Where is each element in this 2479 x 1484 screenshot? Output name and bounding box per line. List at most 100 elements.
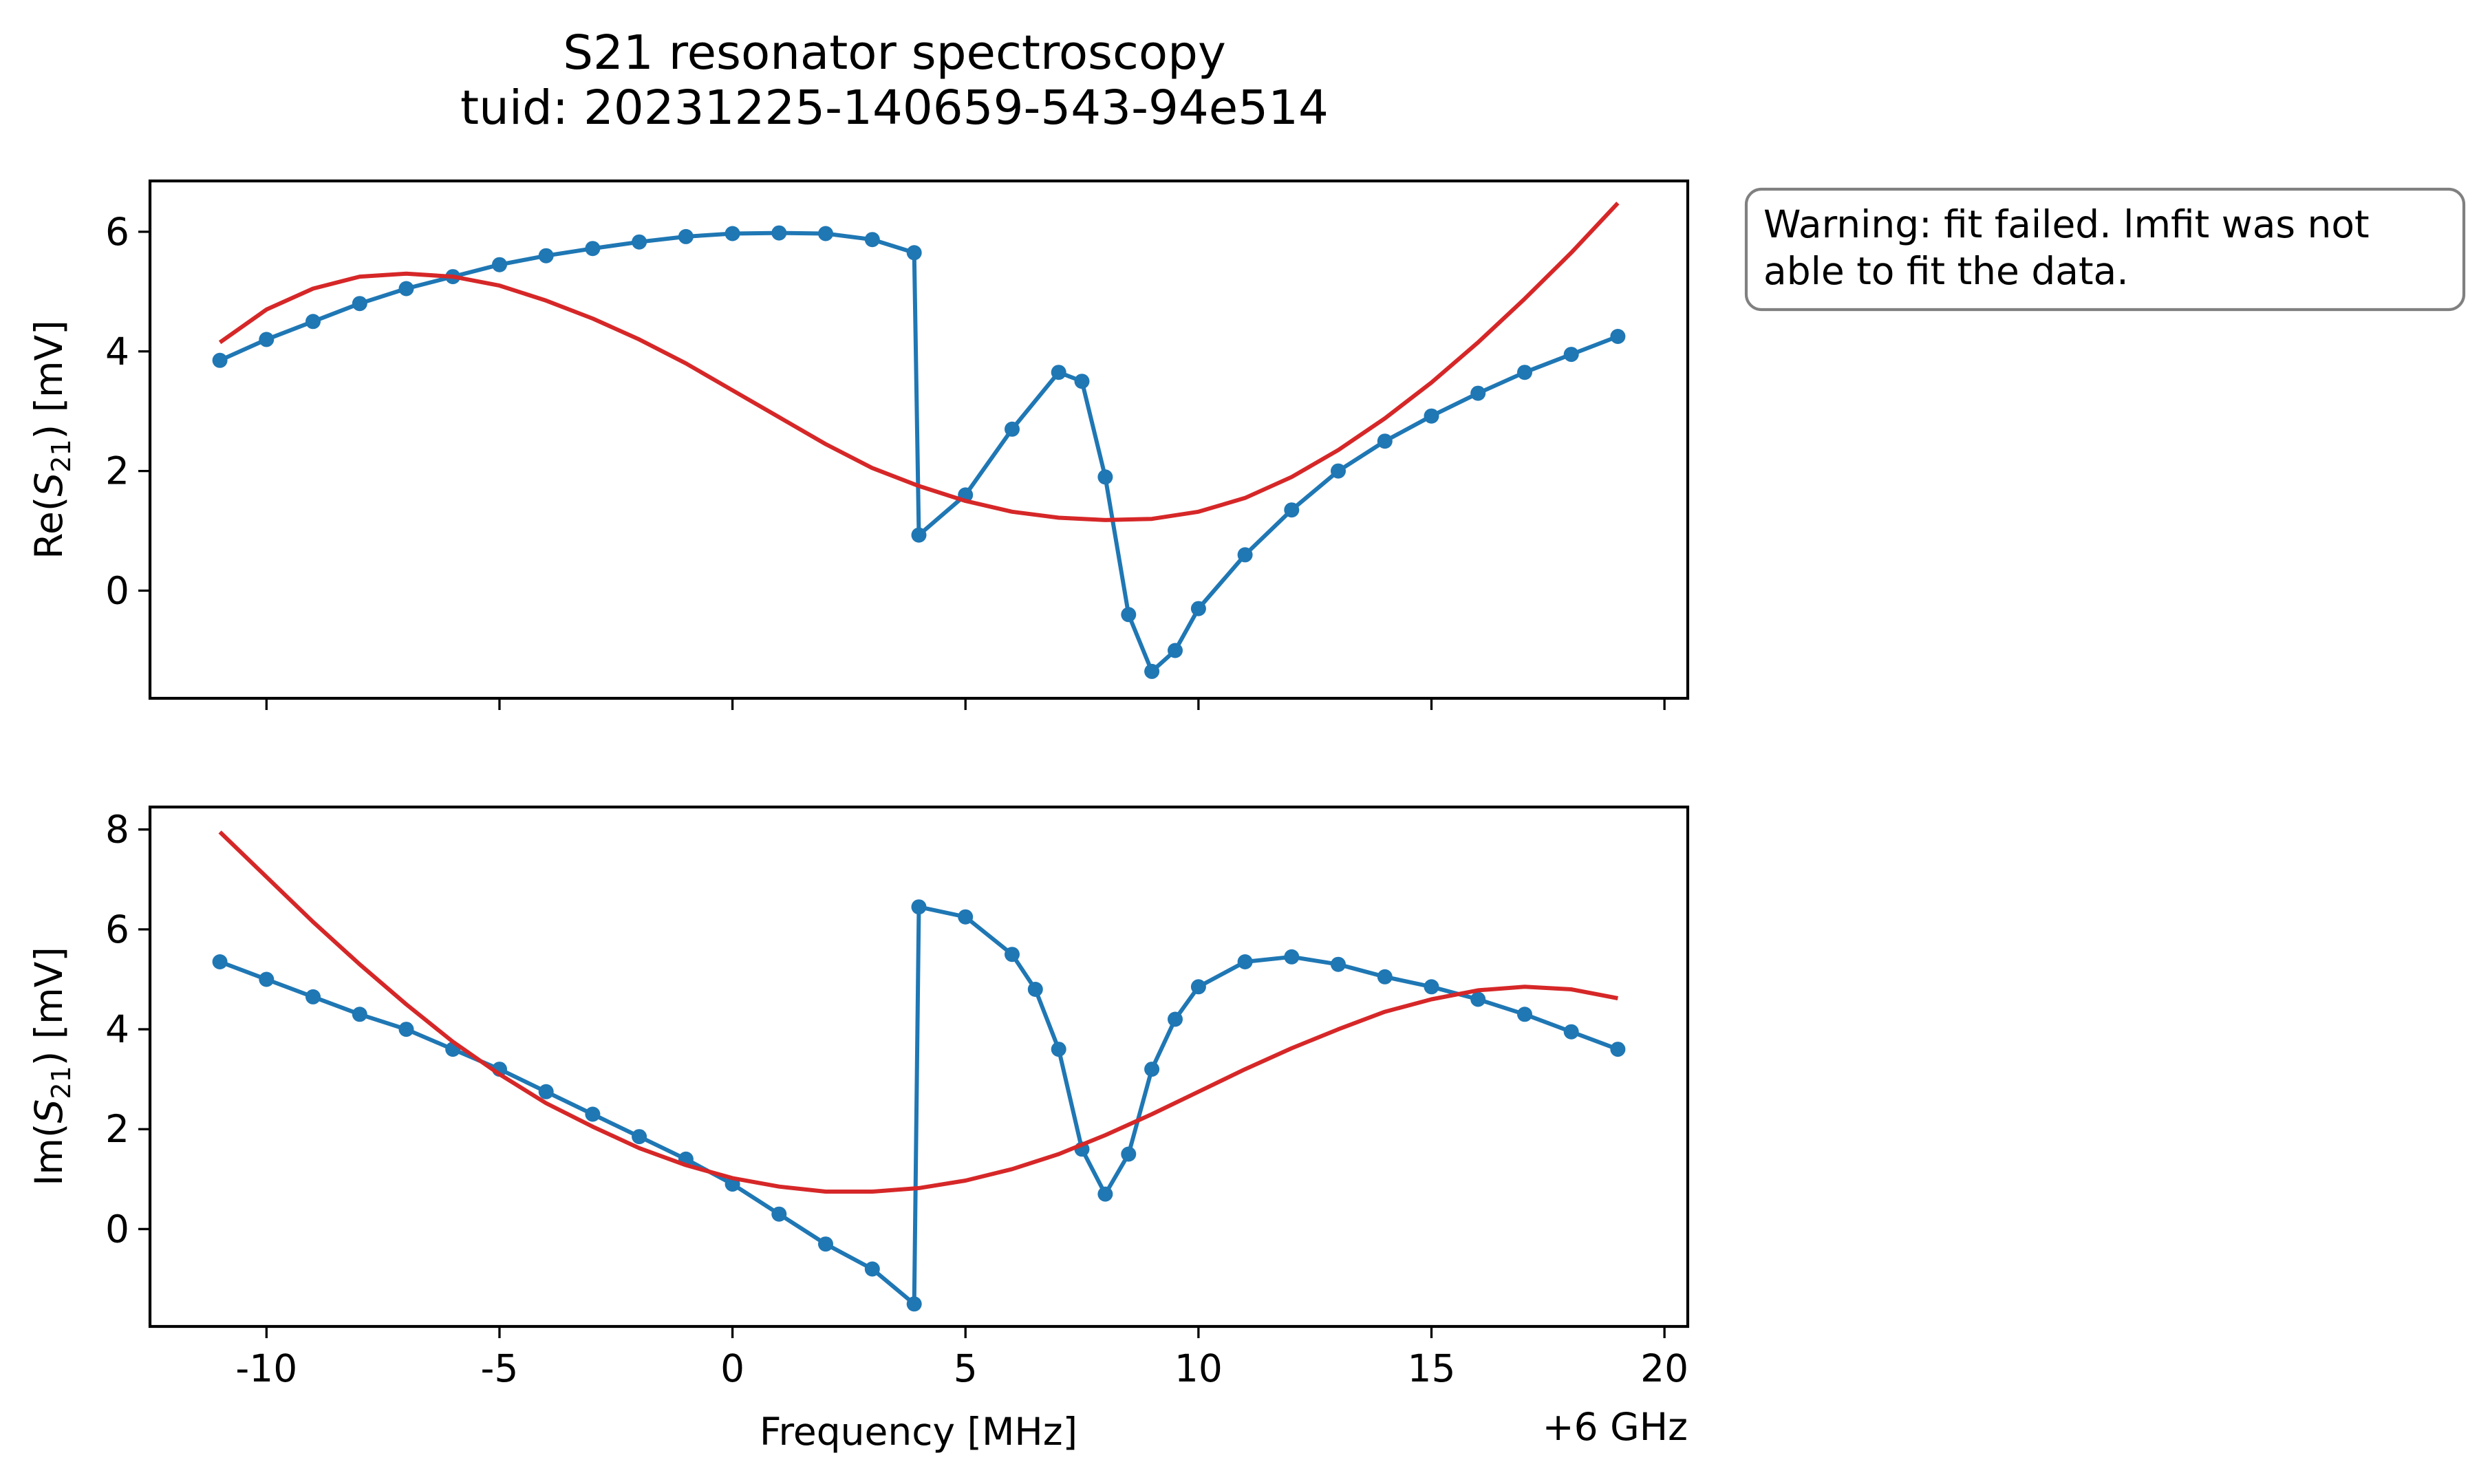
bottom-data-series	[219, 905, 1619, 1306]
top-data-point	[864, 232, 880, 248]
top-data-point	[1470, 385, 1486, 401]
bottom-data-point	[398, 1022, 414, 1037]
top-data-point	[1331, 463, 1346, 479]
top-data-point	[1517, 365, 1532, 380]
top-panel-ylabel-suffix: ) [mV]	[27, 320, 71, 439]
bottom-xtick-label: 15	[1408, 1346, 1456, 1390]
x-offset-label: +6 GHz	[1543, 1405, 1688, 1449]
top-panel-ylabel-symbol: S	[27, 473, 71, 497]
top-panel: 0 2 4 6 Re(S21) [mV]	[27, 179, 1690, 710]
bottom-data-point	[1331, 956, 1346, 972]
bottom-data-point	[1517, 1007, 1532, 1022]
top-data-point	[1563, 347, 1579, 363]
top-fit-curve	[218, 202, 1620, 522]
top-data-point	[1377, 433, 1393, 449]
bottom-data-point	[771, 1206, 787, 1222]
bottom-data-point	[259, 971, 275, 987]
bottom-data-point	[864, 1261, 880, 1277]
top-ytick-label: 6	[105, 210, 129, 254]
bottom-data-point	[1190, 979, 1206, 995]
top-data-point	[818, 226, 833, 241]
top-data-point	[1051, 365, 1066, 380]
top-ytick-label: 2	[105, 449, 129, 493]
top-data-point	[585, 241, 601, 257]
bottom-panel-ylabel-suffix: ) [mV]	[27, 947, 71, 1066]
chart-title: S21 resonator spectroscopy	[563, 25, 1226, 80]
bottom-ytick-label: 2	[105, 1107, 129, 1151]
bottom-xtick-label: 5	[954, 1346, 978, 1390]
fit-warning-box: Warning: fit failed. lmfit was not able …	[1744, 187, 2466, 312]
bottom-data-point	[958, 909, 974, 925]
top-panel-ylabel: Re(S21) [mV]	[27, 320, 76, 559]
top-panel-ylabel-prefix: Re(	[27, 497, 71, 559]
bottom-xtick-label: -5	[481, 1346, 519, 1390]
top-data-point	[1005, 421, 1020, 437]
top-data-point	[305, 314, 321, 330]
top-data-point	[212, 352, 228, 368]
top-data-point	[492, 257, 507, 272]
bottom-panel-ylabel-subscript: 21	[46, 1066, 76, 1099]
top-panel-ticks: 0 2 4 6	[105, 210, 1666, 710]
top-data-point	[1097, 469, 1113, 485]
top-data-point	[1610, 329, 1626, 344]
bottom-panel-frame	[148, 805, 1690, 1329]
fit-warning-line-2: able to fit the data.	[1763, 249, 2129, 293]
fit-warning-line-1: Warning: fit failed. lmfit was not	[1763, 202, 2370, 246]
bottom-xtick-label: -10	[235, 1346, 297, 1390]
x-axis-label: Frequency [MHz]	[760, 1410, 1077, 1454]
top-data-point	[398, 281, 414, 297]
bottom-fit-curve	[218, 830, 1618, 1194]
bottom-ytick-label: 8	[105, 808, 129, 852]
top-data-point	[771, 225, 787, 241]
bottom-data-point	[818, 1236, 833, 1252]
bottom-xtick-label: 0	[720, 1346, 744, 1390]
top-data-point	[1121, 607, 1137, 623]
top-panel-ylabel-subscript: 21	[46, 439, 76, 472]
bottom-data-point	[1168, 1011, 1183, 1027]
bottom-data-point	[305, 989, 321, 1004]
top-data-point	[1074, 374, 1090, 389]
bottom-data-point	[585, 1106, 601, 1122]
fit-warning-border	[1744, 187, 2466, 312]
bottom-data-point	[1610, 1042, 1626, 1057]
bottom-data-point	[911, 899, 927, 915]
top-data-point	[911, 527, 927, 543]
top-data-point	[1144, 663, 1160, 679]
top-data-point	[1190, 601, 1206, 616]
top-data-point	[259, 332, 275, 347]
top-panel-frame	[148, 179, 1690, 700]
bottom-ytick-label: 0	[105, 1207, 129, 1251]
bottom-ytick-label: 4	[105, 1007, 129, 1051]
bottom-data-point	[1424, 979, 1439, 995]
bottom-panel: -10 -5 0 5 10 15 20 0 2 4 6 8 Im(S21) [mV]	[27, 805, 1690, 1390]
top-data-point	[1424, 408, 1439, 424]
bottom-data-point	[1097, 1186, 1113, 1202]
bottom-data-point	[1051, 1042, 1066, 1057]
bottom-panel-plot	[212, 830, 1626, 1312]
top-data-point	[725, 226, 740, 241]
top-data-point	[352, 296, 367, 312]
bottom-data-point	[212, 954, 228, 969]
bottom-data-point	[1284, 949, 1300, 965]
bottom-data-point	[1027, 982, 1043, 997]
top-data-point	[1168, 643, 1183, 658]
bottom-data-point	[1563, 1024, 1579, 1040]
chart-subtitle: tuid: 20231225-140659-543-94e514	[460, 80, 1329, 136]
bottom-data-point	[538, 1084, 554, 1099]
bottom-data-point	[632, 1129, 647, 1145]
bottom-data-point	[1237, 954, 1253, 969]
bottom-panel-ylabel-prefix: Im(	[27, 1123, 71, 1186]
top-panel-plot	[212, 202, 1626, 679]
bottom-xtick-label: 20	[1640, 1346, 1688, 1390]
bottom-data-point	[1121, 1146, 1137, 1162]
top-data-point	[906, 245, 922, 261]
bottom-data-point	[352, 1007, 367, 1022]
bottom-panel-ticks: -10 -5 0 5 10 15 20 0 2 4 6 8	[105, 808, 1688, 1390]
bottom-data-point	[1144, 1062, 1160, 1077]
bottom-xtick-label: 10	[1174, 1346, 1223, 1390]
bottom-ytick-label: 6	[105, 907, 129, 951]
bottom-data-point	[1005, 947, 1020, 963]
bottom-panel-ylabel-symbol: S	[27, 1099, 71, 1123]
bottom-panel-ylabel: Im(S21) [mV]	[27, 947, 76, 1186]
